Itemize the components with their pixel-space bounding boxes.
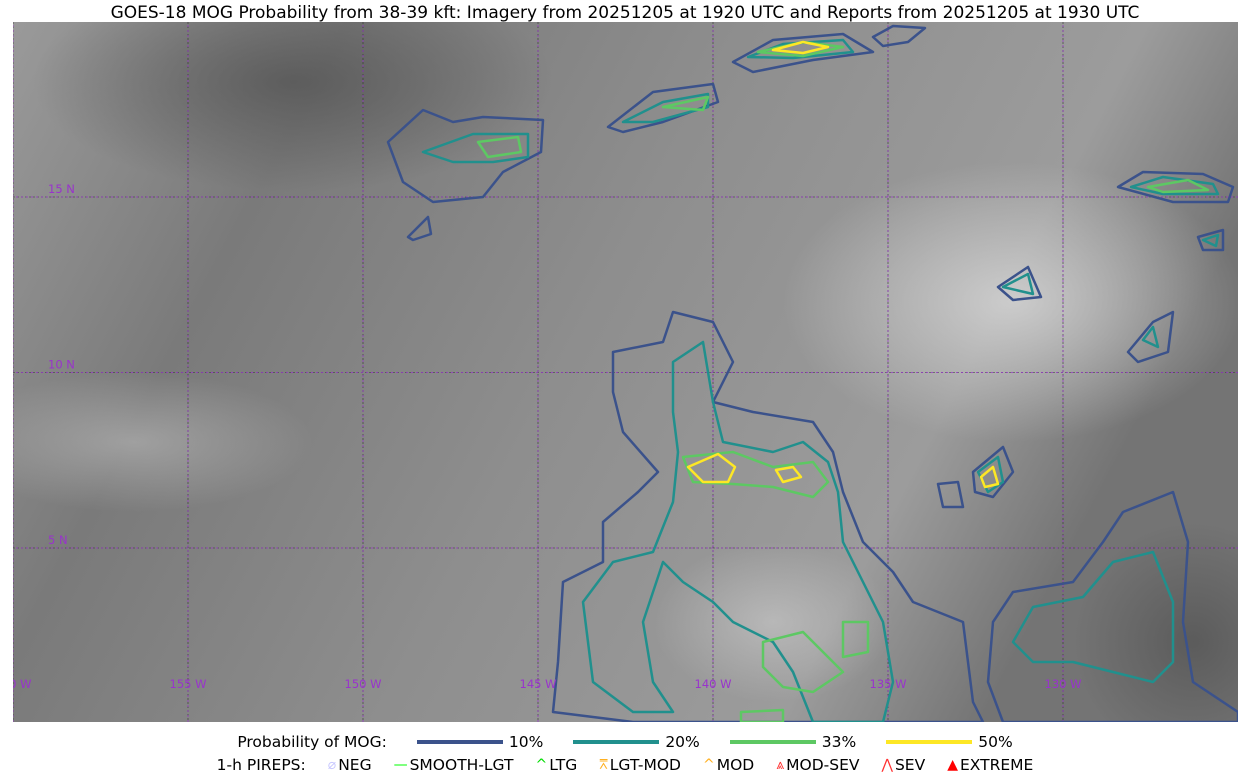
pireps-legend-label: 1-h PIREPS: [216,756,306,774]
contour-10 [986,490,1238,722]
contour-20 [746,38,855,60]
contour-33 [739,708,785,722]
contour-10 [996,265,1043,302]
contour-50 [979,465,1000,489]
caret-icon: ^ [702,757,715,773]
legend-item-extreme: EXTREME [960,756,1034,774]
contour-10 [1126,310,1175,364]
contour-10 [936,480,965,509]
contour-10 [406,215,433,242]
contour-10 [1116,170,1235,204]
legend-item-10: 10% [508,733,544,751]
legend-item-neg: NEG [338,756,372,774]
legend-item-mod-sev: MOD-SEV [786,756,860,774]
contour-10 [871,24,927,48]
swatch-20 [573,740,660,744]
longitude-label: 155 W [170,677,207,691]
legend-item-mod: MOD [716,756,755,774]
contour-50 [686,452,737,484]
graticule [13,22,1238,722]
legend-item-20: 20% [665,733,700,751]
contour-33 [841,620,870,659]
contour-33 [661,95,710,112]
latitude-label: 15 N [48,182,75,196]
chart-title: GOES-18 MOG Probability from 38-39 kft: … [110,3,1140,23]
contour-20 [1201,233,1220,248]
neg-circle-icon: ⌀ [327,757,337,773]
longitude-label: 130 W [1045,677,1082,691]
latitude-label: 5 N [48,533,68,547]
contour-33 [761,630,845,694]
longitude-label: 160 W [13,677,31,691]
double-caret-bar-icon: ⩓ [776,757,785,773]
contour-50 [771,40,830,55]
contour-50 [774,465,803,484]
contour-33 [476,135,523,159]
legend-item-50: 50% [978,733,1013,751]
caret-bar-icon: ⩞ [599,757,608,773]
contour-10 [731,32,875,74]
contour-10 [386,108,545,204]
contour-10 [1196,228,1225,252]
contour-10 [606,82,720,134]
contour-20 [421,132,530,164]
double-caret-icon: ⋀ [881,757,893,773]
probability-legend: Probability of MOG: 10% 20% 33% 50% [0,733,1250,751]
cloud-band [13,372,313,512]
longitude-label: 135 W [870,677,907,691]
legend-item-smooth-lgt: SMOOTH-LGT [409,756,514,774]
contour-10 [971,445,1015,499]
swatch-50 [886,740,973,744]
latitude-label: 10 N [48,358,75,372]
caret-icon: ^ [535,757,548,773]
satellite-map: 160 W 155 W 150 W 145 W 140 W 135 W 130 W 15 N 1… [13,22,1238,722]
pireps-legend: 1-h PIREPS: ⌀ NEG — SMOOTH-LGT ^ LTG ⩞ LGT-M… [0,756,1250,774]
dry-region [33,22,553,192]
legend-item-33: 33% [821,733,857,751]
contour-20 [1141,325,1160,349]
contour-20 [1011,550,1175,684]
probability-legend-label: Probability of MOG: [237,733,387,751]
line-icon: — [393,757,408,773]
contour-20 [1129,175,1220,196]
contour-10 [551,310,985,722]
legend-item-sev: SEV [894,756,926,774]
swatch-33 [729,740,816,744]
filled-triangle-icon: ▲ [947,757,958,773]
longitude-label: 140 W [695,677,732,691]
legend-item-lgt-mod: LGT-MOD [609,756,681,774]
contour-20 [1001,272,1035,296]
cloud-band [783,162,1238,442]
contours [386,24,1238,722]
contour-20 [581,340,895,722]
legend-item-ltg: LTG [549,756,578,774]
longitude-label: 150 W [345,677,382,691]
contour-20 [621,92,710,124]
contour-33 [1146,178,1210,194]
swatch-10 [416,740,503,744]
longitude-label: 145 W [520,677,557,691]
